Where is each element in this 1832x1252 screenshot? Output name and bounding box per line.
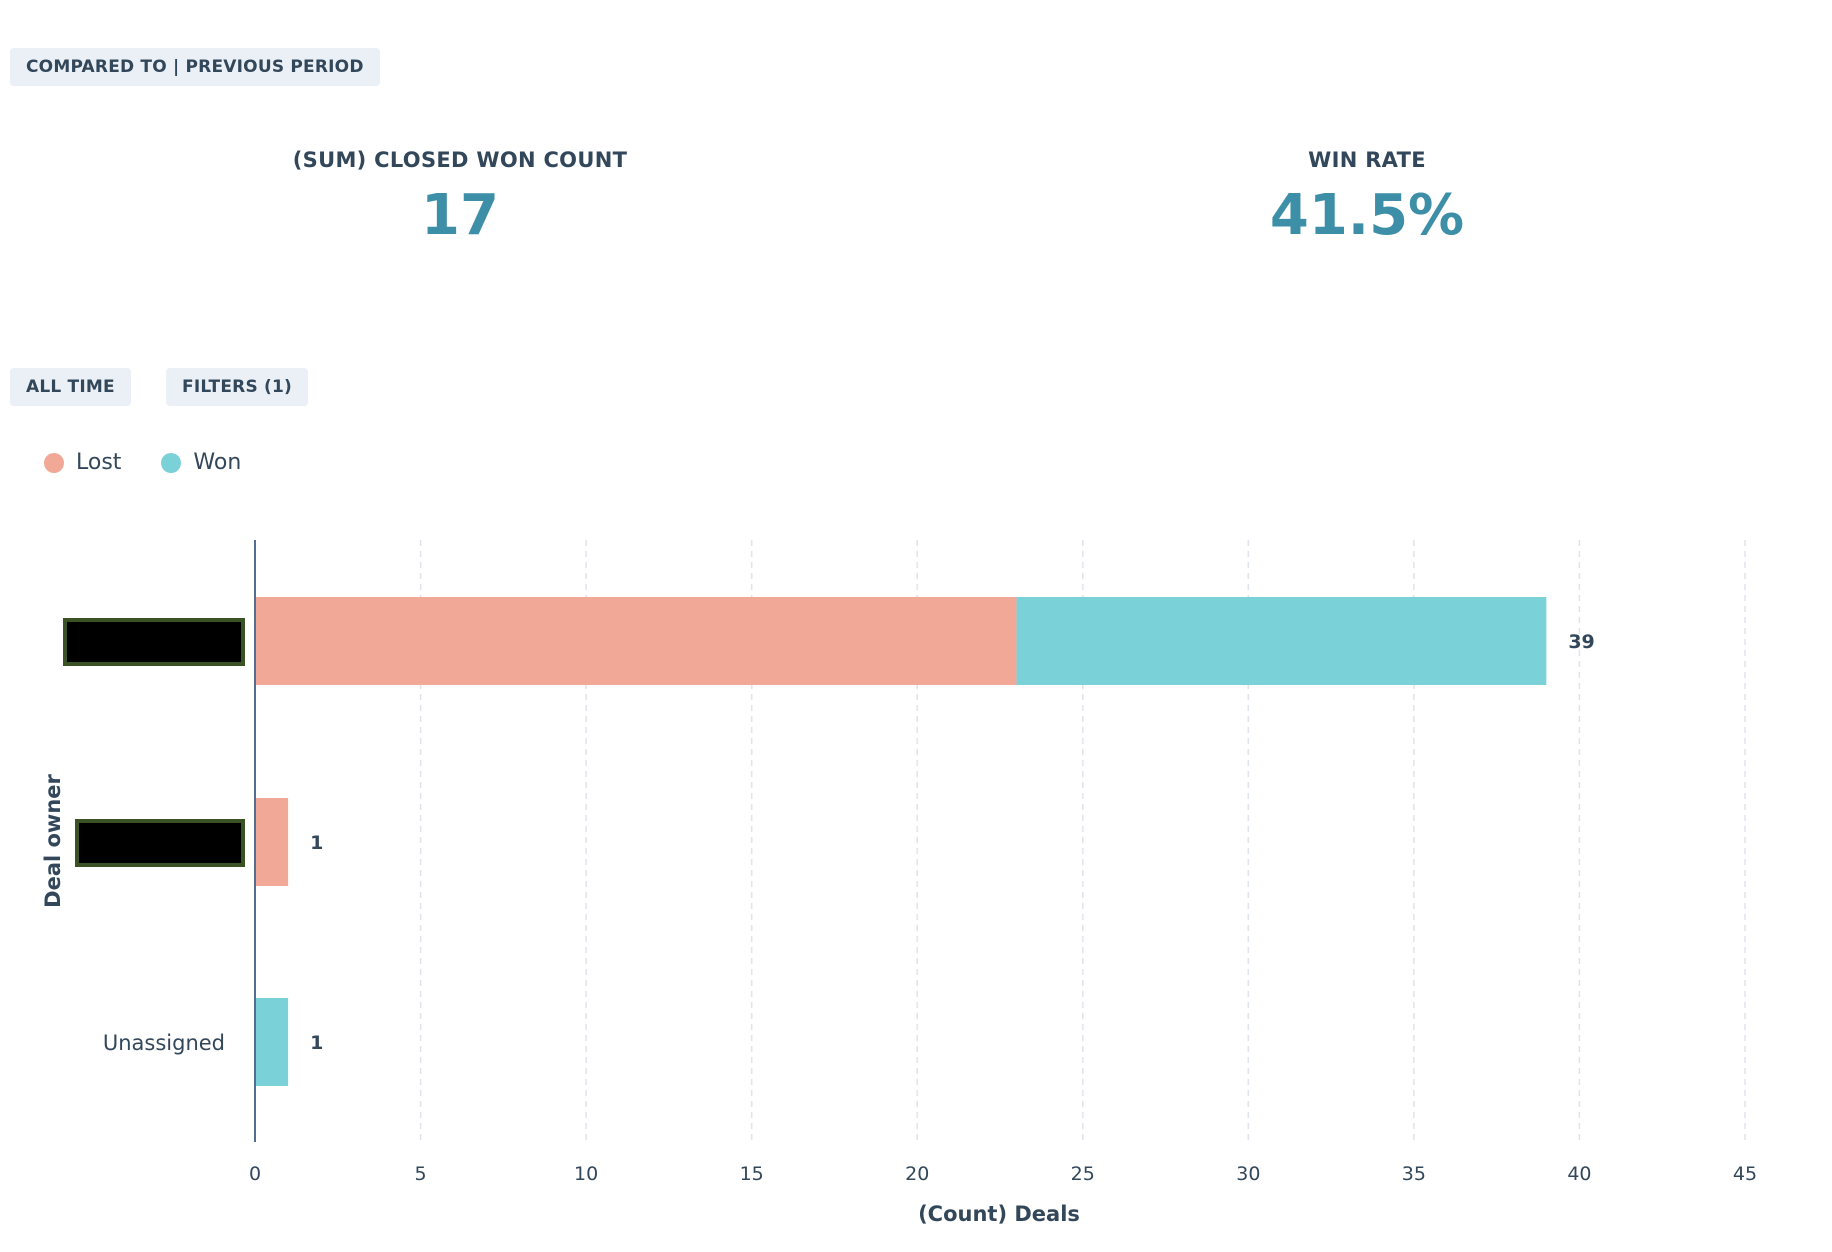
bar-total-label: 1: [310, 1032, 323, 1054]
x-tick-label: 5: [415, 1163, 427, 1185]
legend-label: Won: [193, 450, 242, 475]
legend-swatch-lost: [44, 452, 64, 473]
date-range-filter-button[interactable]: ALL TIME: [10, 368, 131, 406]
kpi-label: WIN RATE: [1308, 148, 1426, 172]
filters-button[interactable]: FILTERS (1): [166, 368, 308, 406]
chart-legend: Lost Won: [44, 450, 281, 475]
x-tick-label: 30: [1236, 1163, 1260, 1185]
x-axis-ticks: 0 5 10 15 20 25 30 35 40 45: [249, 1163, 1757, 1185]
data-labels: 39 1 1: [310, 631, 1595, 1054]
redacted-owner-name: [63, 618, 245, 666]
legend-swatch-won: [161, 452, 182, 473]
bar-total-label: 1: [310, 832, 323, 854]
kpi-value: 17: [421, 183, 499, 248]
y-axis-categories: Unassigned: [63, 618, 245, 1055]
x-tick-label: 0: [249, 1163, 261, 1185]
legend-label: Lost: [76, 450, 122, 475]
x-tick-label: 20: [905, 1163, 929, 1185]
x-axis-title: (Count) Deals: [918, 1202, 1080, 1226]
bar-won[interactable]: [255, 998, 289, 1086]
x-tick-label: 40: [1567, 1163, 1591, 1185]
bars: [255, 597, 1547, 1086]
kpi-value: 41.5%: [1269, 183, 1465, 248]
kpi-win-rate: WIN RATE 41.5%: [1067, 148, 1667, 248]
compared-to-filter-button[interactable]: COMPARED TO | PREVIOUS PERIOD: [10, 48, 380, 86]
y-category-label: Unassigned: [103, 1031, 225, 1055]
bar-won[interactable]: [1016, 597, 1547, 685]
x-tick-label: 15: [740, 1163, 764, 1185]
y-axis-title: Deal owner: [41, 773, 65, 907]
x-tick-label: 45: [1733, 1163, 1757, 1185]
x-tick-label: 35: [1402, 1163, 1426, 1185]
kpi-closed-won-count: (SUM) CLOSED WON COUNT 17: [160, 148, 760, 248]
redacted-owner-name: [75, 819, 245, 867]
bar-total-label: 39: [1568, 631, 1594, 653]
x-tick-label: 25: [1071, 1163, 1095, 1185]
legend-item-lost[interactable]: Lost: [44, 450, 121, 475]
bar-lost[interactable]: [255, 597, 1017, 685]
legend-item-won[interactable]: Won: [161, 450, 241, 475]
x-tick-label: 10: [574, 1163, 598, 1185]
kpi-label: (SUM) CLOSED WON COUNT: [292, 148, 628, 172]
bar-lost[interactable]: [255, 798, 289, 886]
